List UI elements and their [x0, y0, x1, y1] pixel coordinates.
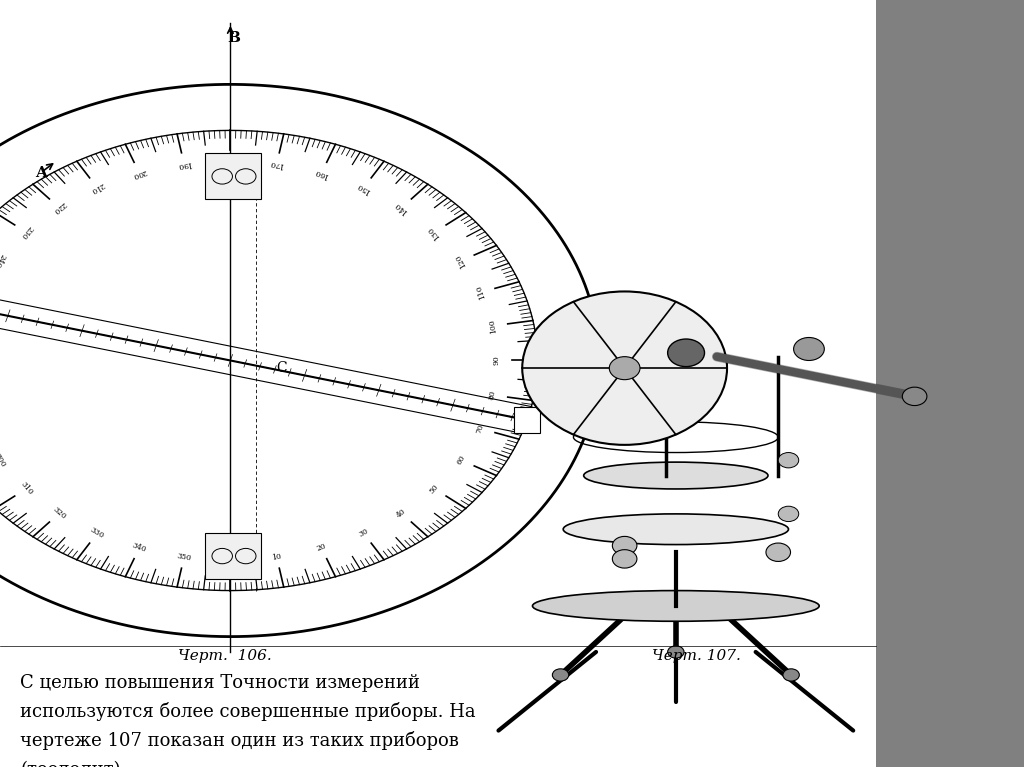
- Text: Черт.  106.: Черт. 106.: [178, 649, 272, 663]
- Text: 220: 220: [51, 200, 68, 216]
- Bar: [205, 533, 261, 579]
- Text: 160: 160: [313, 167, 330, 179]
- Text: 50: 50: [428, 482, 440, 495]
- Text: 310: 310: [18, 480, 34, 497]
- Text: 150: 150: [355, 181, 372, 195]
- Circle shape: [612, 536, 637, 555]
- Text: (теодолит).: (теодолит).: [20, 761, 127, 767]
- Text: A: A: [35, 166, 47, 179]
- Circle shape: [778, 453, 799, 468]
- Text: 90: 90: [493, 356, 501, 365]
- Text: 60: 60: [455, 454, 467, 466]
- Circle shape: [609, 357, 640, 380]
- Text: 210: 210: [89, 181, 105, 195]
- Text: 240: 240: [0, 252, 7, 269]
- Text: 320: 320: [51, 505, 68, 521]
- Circle shape: [612, 550, 637, 568]
- Text: 340: 340: [131, 542, 147, 555]
- Bar: [514, 407, 540, 433]
- Text: чертеже 107 показан один из таких приборов: чертеже 107 показан один из таких прибор…: [20, 732, 460, 750]
- Text: B: B: [227, 31, 240, 45]
- Text: 10: 10: [271, 552, 283, 561]
- Ellipse shape: [532, 591, 819, 621]
- Circle shape: [552, 669, 568, 681]
- Text: 190: 190: [176, 159, 193, 170]
- Text: 80: 80: [487, 390, 498, 400]
- Text: 100: 100: [487, 318, 498, 334]
- Text: 0: 0: [228, 556, 232, 564]
- Text: 350: 350: [176, 551, 193, 562]
- Bar: [876, 0, 1024, 767]
- Circle shape: [522, 291, 727, 445]
- Text: 200: 200: [131, 167, 147, 179]
- Text: 130: 130: [427, 224, 442, 241]
- Text: С целью повышения Точности измерений: С целью повышения Точности измерений: [20, 673, 421, 692]
- Circle shape: [668, 339, 705, 367]
- Text: 40: 40: [395, 507, 408, 519]
- Text: 180: 180: [223, 157, 238, 165]
- Circle shape: [668, 646, 684, 658]
- Circle shape: [766, 543, 791, 561]
- Text: 20: 20: [315, 542, 328, 553]
- Text: Черт. 107.: Черт. 107.: [652, 649, 740, 663]
- Circle shape: [783, 669, 800, 681]
- Ellipse shape: [584, 462, 768, 489]
- Text: 30: 30: [357, 527, 370, 539]
- Text: 70: 70: [475, 423, 486, 435]
- Text: 230: 230: [18, 224, 34, 241]
- Text: C: C: [276, 361, 287, 375]
- Text: 110: 110: [474, 284, 486, 301]
- Text: 170: 170: [268, 159, 285, 170]
- Text: 120: 120: [454, 252, 468, 269]
- Bar: [205, 153, 261, 199]
- Ellipse shape: [563, 514, 788, 545]
- Text: используются более совершенные приборы. На: используются более совершенные приборы. …: [20, 703, 476, 721]
- Text: 300: 300: [0, 452, 7, 469]
- Circle shape: [902, 387, 927, 406]
- Text: 330: 330: [89, 526, 105, 541]
- Circle shape: [778, 506, 799, 522]
- Text: 140: 140: [393, 200, 410, 216]
- Circle shape: [794, 337, 824, 360]
